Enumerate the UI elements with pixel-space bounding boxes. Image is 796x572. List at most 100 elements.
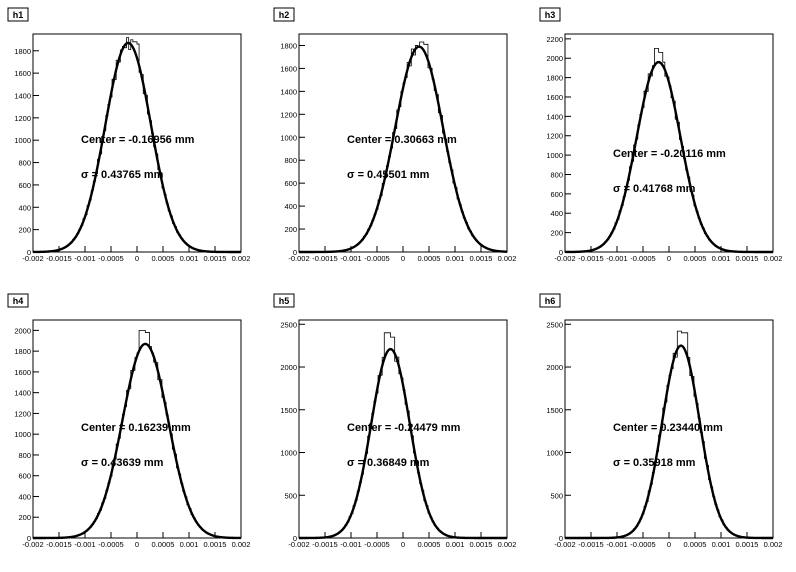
title-box	[273, 293, 295, 308]
y-tick-label: 800	[18, 451, 31, 460]
y-tick-label: 1600	[280, 64, 297, 73]
y-tick-label: 1600	[14, 368, 31, 377]
gaussian-fit-curve	[565, 60, 773, 254]
x-tick-label: -0.002	[22, 254, 43, 263]
y-tick-label: 2200	[546, 35, 563, 44]
y-tick-label: 600	[18, 472, 31, 481]
x-tick-label: -0.0005	[98, 540, 123, 549]
y-tick-label: 200	[18, 226, 31, 235]
histogram-panel: h1 0 200 400 600 800 1000 1200 1400 1600 1800 -0.00…	[7, 7, 251, 263]
y-tick-label: 0	[559, 248, 563, 257]
x-tick-label: 0.002	[232, 254, 251, 263]
panel-title: h3	[545, 10, 556, 20]
y-tick-label: 1200	[546, 132, 563, 141]
x-tick-label: -0.0005	[630, 254, 655, 263]
gaussian-fit-curve	[299, 45, 508, 254]
x-tick-label: 0.001	[712, 540, 731, 549]
y-tick-label: 200	[284, 225, 297, 234]
histogram-steps	[299, 332, 507, 539]
histogram-panel: h4 0 200 400 600 800 1000 1200 1400 1600 1800 2000 -…	[7, 293, 250, 549]
y-tick-label: 400	[550, 209, 563, 218]
panel-title: h5	[279, 296, 290, 306]
x-tick-label: -0.001	[74, 540, 95, 549]
y-tick-label: 1800	[14, 47, 31, 56]
gaussian-fit-curve	[33, 41, 241, 254]
title-box	[273, 7, 295, 22]
y-tick-label: 1400	[280, 87, 297, 96]
x-tick-label: 0.002	[764, 540, 783, 549]
x-tick-label: -0.0005	[364, 540, 389, 549]
panel-title: h6	[545, 296, 556, 306]
y-tick-label: 1800	[14, 347, 31, 356]
y-tick-label: 0	[27, 534, 31, 543]
x-tick-label: -0.001	[606, 540, 627, 549]
x-tick-label: 0.0015	[736, 540, 759, 549]
x-tick-label: 0	[135, 254, 139, 263]
histogram-panel: h3 0 200 400 600 800 1000 1200 1400 1600 1800 2000 2…	[539, 7, 783, 263]
sigma-annotation: σ = 0.43765 mm	[81, 169, 164, 181]
panel-title: h4	[13, 296, 24, 306]
x-tick-label: 0.0005	[152, 540, 175, 549]
y-tick-label: 400	[18, 203, 31, 212]
title-box	[7, 7, 29, 22]
x-tick-label: 0.002	[498, 254, 517, 263]
y-tick-label: 0	[293, 534, 297, 543]
x-tick-label: 0.001	[712, 254, 731, 263]
y-tick-label: 800	[18, 159, 31, 168]
x-tick-label: 0.0005	[684, 254, 707, 263]
y-tick-label: 1000	[546, 151, 563, 160]
y-tick-label: 1400	[14, 389, 31, 398]
x-tick-label: -0.001	[340, 254, 361, 263]
title-box	[539, 293, 561, 308]
x-tick-label: -0.0005	[98, 254, 123, 263]
x-tick-label: -0.0015	[312, 254, 337, 263]
x-tick-label: 0	[667, 254, 671, 263]
x-tick-label: -0.002	[288, 254, 309, 263]
y-tick-label: 500	[550, 491, 563, 500]
title-box	[539, 7, 561, 22]
x-tick-label: 0.0005	[684, 540, 707, 549]
x-tick-label: 0.0015	[736, 254, 759, 263]
sigma-annotation: σ = 0.35918 mm	[613, 457, 696, 469]
y-tick-label: 1000	[280, 133, 297, 142]
y-tick-label: 800	[550, 170, 563, 179]
y-tick-label: 1000	[546, 449, 563, 458]
y-tick-label: 400	[18, 492, 31, 501]
x-tick-label: 0	[401, 254, 405, 263]
y-tick-label: 1000	[280, 449, 297, 458]
y-tick-label: 0	[559, 534, 563, 543]
y-tick-label: 1800	[280, 41, 297, 50]
x-tick-label: -0.0015	[578, 254, 603, 263]
x-tick-label: 0	[401, 540, 405, 549]
x-tick-label: 0.0015	[470, 254, 493, 263]
x-tick-label: -0.002	[288, 540, 309, 549]
y-tick-label: 200	[550, 229, 563, 238]
y-tick-label: 2500	[546, 320, 563, 329]
histogram-steps	[299, 41, 507, 253]
y-tick-label: 1200	[14, 114, 31, 123]
title-box	[7, 293, 29, 308]
y-tick-label: 2000	[14, 326, 31, 335]
y-tick-label: 600	[18, 181, 31, 190]
y-tick-label: 1500	[280, 406, 297, 415]
x-tick-label: -0.0005	[630, 540, 655, 549]
x-tick-label: -0.0005	[364, 254, 389, 263]
x-tick-label: 0.002	[498, 540, 517, 549]
y-tick-label: 1400	[546, 112, 563, 121]
y-tick-label: 2500	[280, 320, 297, 329]
y-tick-label: 1600	[546, 93, 563, 102]
x-tick-label: -0.0015	[46, 254, 71, 263]
sigma-annotation: σ = 0.43639 mm	[81, 457, 164, 469]
y-tick-label: 1500	[546, 406, 563, 415]
y-tick-label: 1800	[546, 74, 563, 83]
x-tick-label: -0.001	[340, 540, 361, 549]
x-tick-label: 0.001	[180, 540, 199, 549]
y-tick-label: 600	[550, 190, 563, 199]
x-tick-label: -0.0015	[312, 540, 337, 549]
x-tick-label: 0.002	[764, 254, 783, 263]
plot-frame	[564, 33, 774, 253]
y-tick-label: 1000	[14, 430, 31, 439]
x-tick-label: -0.002	[554, 254, 575, 263]
